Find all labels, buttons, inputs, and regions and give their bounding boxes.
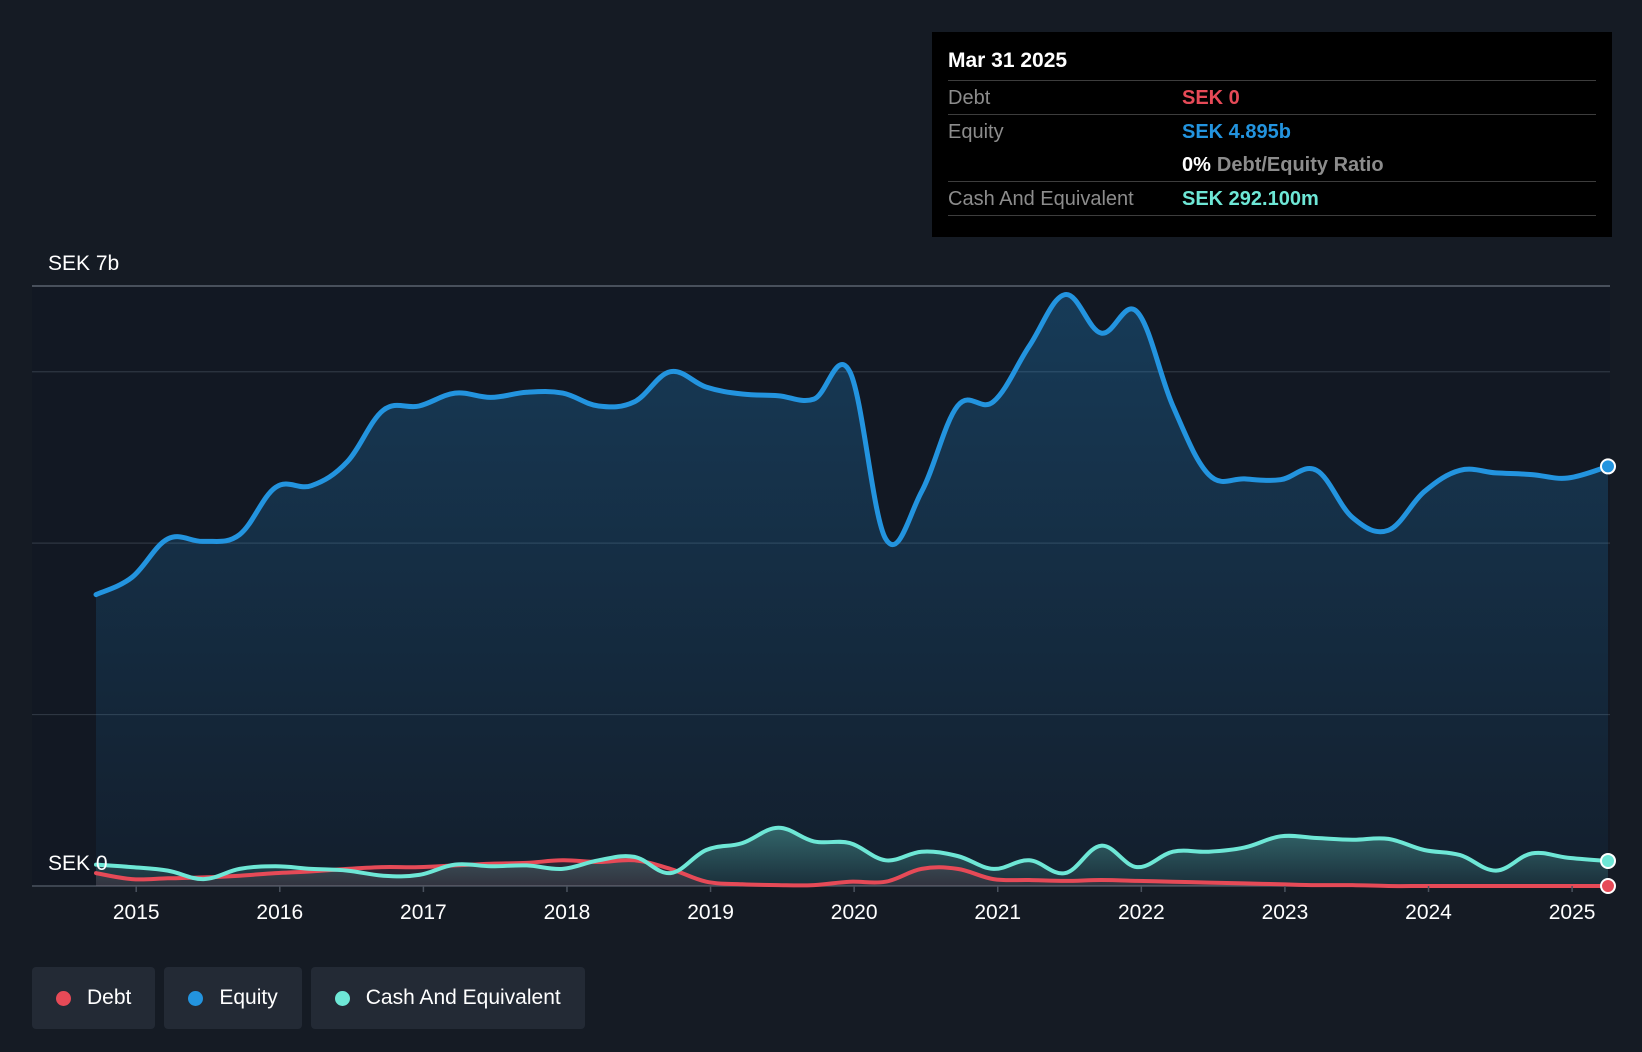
x-tick-label-2016: 2016: [256, 901, 303, 924]
series-end-markers: [1600, 458, 1616, 894]
tooltip-row-cash: Cash And Equivalent SEK 292.100m: [948, 181, 1596, 215]
tooltip-cash-value: SEK 292.100m: [1182, 188, 1319, 210]
tooltip-cash-label: Cash And Equivalent: [948, 188, 1134, 210]
equity-line: [93, 292, 1611, 598]
x-tick-label-2017: 2017: [400, 901, 447, 924]
tooltip-row-ratio: 0% Debt/Equity Ratio: [948, 148, 1596, 181]
equity-area: [96, 294, 1608, 886]
x-tick-label-2025: 2025: [1549, 901, 1596, 924]
tooltip: Mar 31 2025 Debt SEK 0 Equity SEK 4.895b…: [932, 32, 1612, 237]
tooltip-date: Mar 31 2025: [948, 49, 1068, 72]
cash-and-equivalent-area: [96, 827, 1608, 886]
tooltip-bottom-rule: [948, 215, 1596, 216]
cash-dot-icon: [334, 990, 350, 1006]
cash-and-equivalent-line: [94, 825, 1610, 882]
legend-item-debt[interactable]: Debt: [32, 967, 156, 1029]
debt-dot-icon: [56, 990, 71, 1006]
x-axis-ticks: 2015 2016 2017 2018 2019 2020 2021 2022 2023 2024…: [113, 886, 1596, 924]
cash-and-equivalent-end-point[interactable]: [1600, 852, 1616, 869]
series-lines: [93, 292, 1611, 889]
y-tick-label-bottom: SEK 0: [48, 852, 108, 875]
legend-item-equity[interactable]: Equity: [164, 967, 302, 1029]
tooltip-ratio-percent: 0%: [1182, 154, 1211, 176]
legend-item-cash[interactable]: Cash And Equivalent: [310, 967, 585, 1029]
tooltip-equity-value: SEK 4.895b: [1182, 121, 1291, 143]
y-tick-label-top: SEK 7b: [48, 252, 119, 275]
legend-equity-label: Equity: [219, 986, 278, 1009]
x-tick-label-2021: 2021: [974, 901, 1021, 924]
tooltip-ratio: 0% Debt/Equity Ratio: [1182, 148, 1384, 181]
x-tick-label-2022: 2022: [1118, 901, 1165, 924]
equity-dot-icon: [188, 990, 204, 1006]
legend-cash-label: Cash And Equivalent: [365, 986, 561, 1009]
x-tick-label-2015: 2015: [113, 901, 160, 924]
tooltip-equity-label: Equity: [948, 121, 1004, 143]
tooltip-ratio-label: Debt/Equity Ratio: [1216, 154, 1384, 176]
legend: Debt Equity Cash And Equivalent: [32, 967, 585, 1029]
x-tick-label-2018: 2018: [544, 901, 591, 924]
x-tick-label-2024: 2024: [1405, 901, 1452, 924]
debt-end-point[interactable]: [1600, 878, 1616, 894]
tooltip-row-debt: Debt SEK 0: [948, 80, 1596, 114]
legend-debt-label: Debt: [87, 986, 132, 1009]
equity-end-point[interactable]: [1600, 458, 1616, 475]
x-tick-label-2020: 2020: [831, 901, 878, 924]
tooltip-debt-label: Debt: [948, 87, 991, 109]
x-tick-label-2023: 2023: [1262, 901, 1309, 924]
x-tick-label-2019: 2019: [687, 901, 734, 924]
tooltip-debt-value: SEK 0: [1182, 87, 1240, 109]
tooltip-row-equity: Equity SEK 4.895b: [948, 114, 1596, 148]
